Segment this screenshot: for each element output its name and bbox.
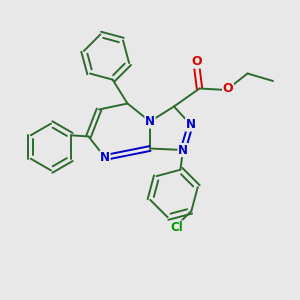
Text: N: N <box>178 143 188 157</box>
Text: N: N <box>145 115 155 128</box>
Text: Cl: Cl <box>170 221 183 234</box>
Text: O: O <box>191 55 202 68</box>
Text: N: N <box>100 151 110 164</box>
Text: N: N <box>185 118 196 131</box>
Text: O: O <box>223 82 233 95</box>
